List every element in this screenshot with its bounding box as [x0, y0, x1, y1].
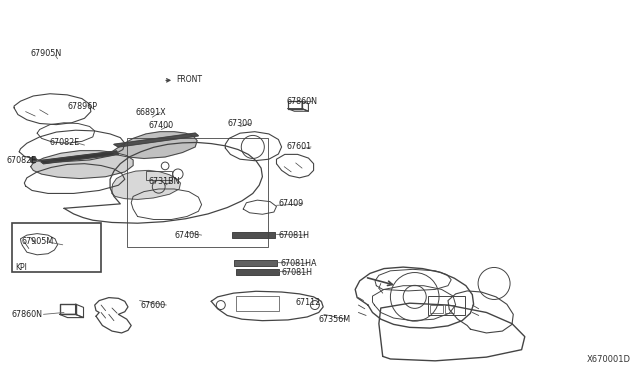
Text: 67356M: 67356M — [319, 315, 351, 324]
Bar — [430, 305, 443, 313]
Bar — [12, 223, 101, 272]
Bar — [445, 305, 454, 313]
Polygon shape — [112, 170, 180, 199]
Text: 67400: 67400 — [148, 121, 173, 130]
Bar — [232, 232, 275, 238]
Text: 6731BN: 6731BN — [148, 177, 180, 186]
Text: 67081H: 67081H — [282, 268, 312, 277]
Text: 67860N: 67860N — [287, 97, 317, 106]
Text: 67081H: 67081H — [278, 231, 309, 240]
Bar — [428, 296, 465, 315]
Text: 67409: 67409 — [278, 199, 303, 208]
Text: 67082E: 67082E — [50, 138, 80, 147]
Bar — [236, 269, 279, 275]
Text: FRONT: FRONT — [176, 75, 202, 84]
Bar — [127, 138, 268, 247]
Text: 67905M: 67905M — [21, 237, 53, 246]
Text: 67300: 67300 — [227, 119, 252, 128]
Bar — [146, 171, 172, 180]
Text: KPI: KPI — [15, 263, 28, 272]
Polygon shape — [114, 133, 198, 147]
Text: 67112: 67112 — [296, 298, 321, 307]
Text: 67905N: 67905N — [31, 49, 62, 58]
Polygon shape — [40, 151, 118, 164]
Bar — [236, 296, 279, 311]
Bar — [234, 260, 277, 266]
Text: 67081HA: 67081HA — [280, 259, 317, 268]
Circle shape — [30, 157, 36, 163]
Text: X670001D: X670001D — [586, 355, 630, 364]
Text: 67601: 67601 — [287, 142, 312, 151]
Text: 66891X: 66891X — [136, 108, 166, 117]
Text: 67896P: 67896P — [67, 102, 97, 110]
Text: 67600: 67600 — [141, 301, 166, 310]
Text: 67860N: 67860N — [12, 310, 42, 319]
Text: 67408: 67408 — [174, 231, 199, 240]
Polygon shape — [112, 132, 197, 158]
Polygon shape — [31, 151, 133, 179]
Text: 67082E: 67082E — [6, 156, 36, 165]
